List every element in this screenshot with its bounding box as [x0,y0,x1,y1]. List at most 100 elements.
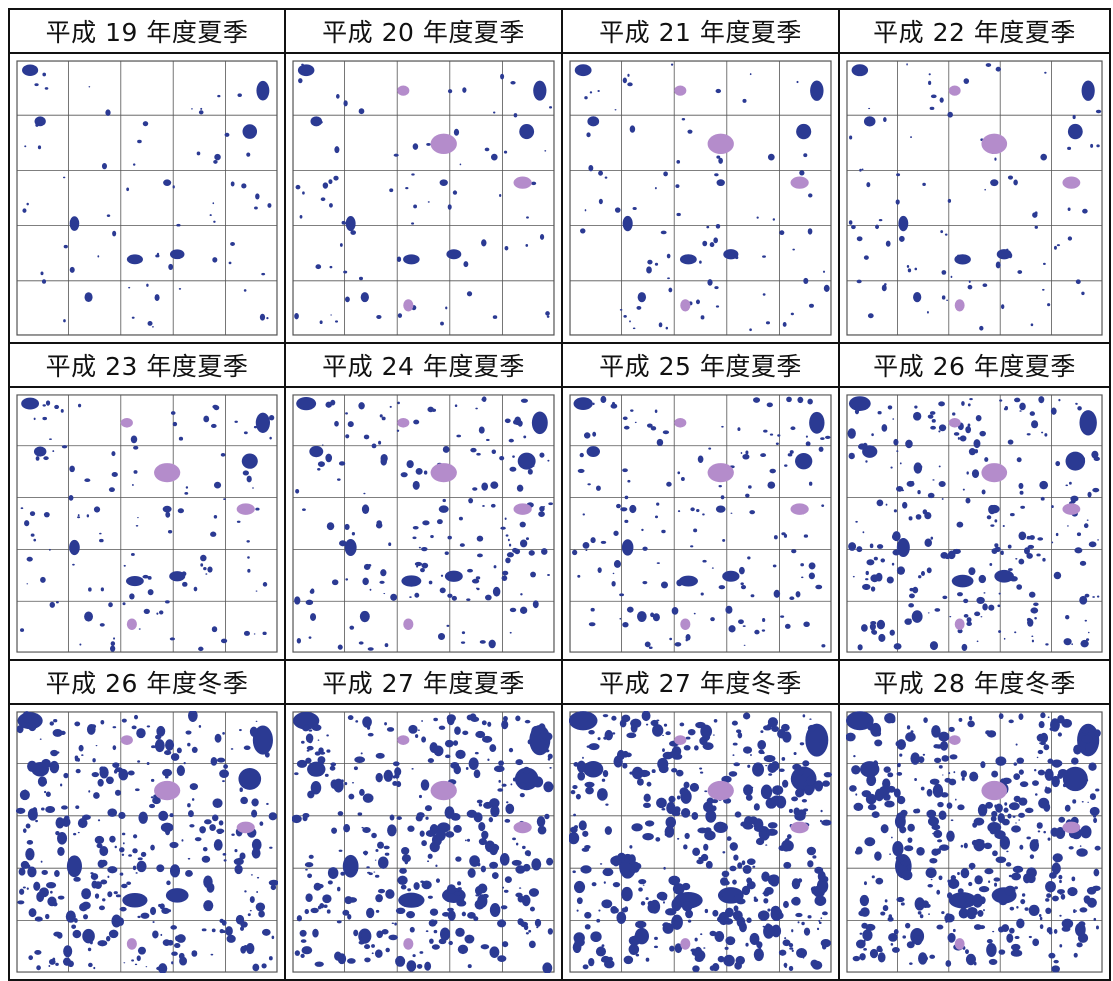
patch [781,723,790,732]
patch [412,954,416,958]
patch [446,714,456,723]
patch [968,448,976,456]
patch [425,829,436,837]
patch [687,129,693,134]
patch [906,725,911,730]
patch [326,734,329,737]
patch [302,191,305,195]
patch [503,150,508,154]
patch [923,717,928,724]
patch [447,89,453,94]
patch [1036,553,1041,557]
patch [983,842,993,850]
highlight-patch [1062,503,1081,515]
patch [394,922,397,926]
patch [715,305,720,308]
patch [26,556,33,562]
patch [488,817,494,823]
patch [486,438,490,442]
patch [952,548,961,555]
patch [453,740,459,746]
patch [179,956,188,966]
patch [1076,942,1083,948]
patch [961,776,965,781]
patch [1051,965,1061,973]
patch [79,643,82,646]
patch [1067,146,1072,151]
panel-title: 平成 20 年度夏季 [286,10,561,54]
patch [355,720,359,723]
patch [1000,304,1005,310]
patch [894,814,906,829]
patch [757,740,767,750]
patch [187,742,191,747]
patch [622,416,628,421]
patch [999,835,1010,850]
highlight-patch [1062,176,1081,189]
panel-12: 平成 28 年度冬季 [840,661,1111,981]
patch [213,405,220,411]
patch [1083,523,1089,529]
distribution-map [292,711,555,973]
patch [427,758,435,764]
patch [945,920,948,923]
patch [112,762,120,768]
patch [944,554,951,560]
patch [714,286,719,290]
panel-1: 平成 19 年度夏季 [8,8,286,344]
patch [152,921,155,924]
patch [797,396,804,404]
patch [69,266,75,273]
patch [371,952,374,955]
patch [320,197,326,202]
patch [90,872,94,875]
patch [396,781,402,788]
patch [339,243,343,247]
patch [536,816,546,828]
patch [855,520,858,523]
patch [579,452,584,458]
patch [585,549,588,552]
patch [938,424,947,432]
patch [53,719,58,723]
patch [304,909,309,915]
patch [939,97,944,103]
patch [741,860,746,866]
patch [445,306,448,310]
patch [497,955,507,963]
patch [1007,544,1012,549]
patch [979,325,984,331]
patch [587,116,600,127]
patch [504,876,512,884]
patch [211,928,216,933]
patch [576,909,579,912]
patch [1047,716,1050,719]
patch [918,575,922,579]
patch [337,886,341,892]
patch [308,729,313,732]
patch [479,640,486,644]
patch [50,890,53,894]
patch [784,623,791,629]
patch [319,320,323,325]
patch [882,793,891,801]
patch [690,507,695,512]
patch [519,792,525,798]
patch [975,415,982,422]
patch [295,488,300,494]
patch [447,593,453,598]
patch [249,726,258,737]
patch [440,574,444,577]
patch [397,401,400,405]
patch [19,789,30,801]
patch [756,941,760,946]
patch [499,194,502,197]
patch [907,837,913,843]
patch [490,805,500,818]
patch [795,788,804,798]
patch [884,899,888,903]
patch [1002,525,1005,527]
patch [712,909,719,917]
patch [54,870,60,878]
patch [953,895,965,906]
